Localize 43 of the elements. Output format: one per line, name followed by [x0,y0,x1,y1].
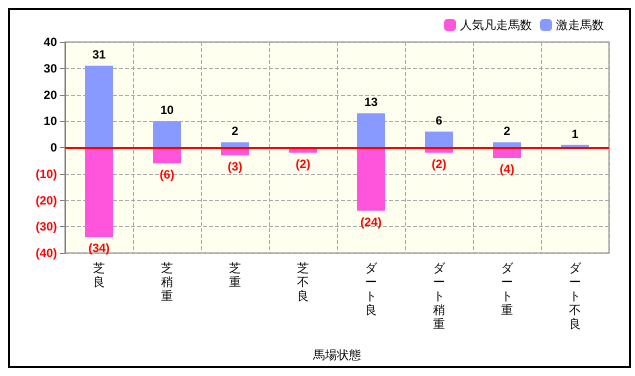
data-label: 13 [364,95,378,110]
y-tick-label: 20 [44,88,58,102]
x-tick-label: 芝稍重 [161,261,173,303]
y-tick-label: 0 [50,140,58,154]
data-label: 1 [572,126,579,141]
bar [425,132,453,148]
bar [357,148,385,211]
y-tick-label: (30) [36,220,57,234]
bar [153,148,181,164]
data-label: (34) [88,241,110,256]
data-label: (6) [160,167,174,182]
y-tick-label: (20) [36,193,57,208]
bar [221,142,249,148]
x-tick-label: ダート重 [501,261,514,317]
x-tick-label: 芝不良 [297,261,309,303]
y-tick-label: (40) [36,246,57,260]
bar [85,66,113,148]
x-tick-label: 芝良 [93,261,105,289]
legend-label: 激走馬数 [556,18,604,32]
data-label: 31 [92,48,106,62]
data-label: (3) [228,159,242,174]
y-tick-label: (10) [36,166,57,181]
x-tick-label: ダート不良 [569,261,582,331]
x-axis-title: 馬場状態 [312,348,361,362]
data-label: (2) [296,156,310,171]
data-label: (2) [432,156,446,171]
x-tick-label: ダート良 [365,261,378,317]
bar [85,148,113,238]
y-tick-label: 30 [44,61,58,76]
x-tick-label: 芝重 [229,261,241,289]
data-label: (4) [500,162,514,176]
y-tick-label: 10 [44,114,58,128]
bar [357,113,385,148]
data-label: 6 [436,114,443,128]
bar [153,121,181,148]
data-label: 10 [160,103,174,118]
data-label: 2 [232,124,239,138]
y-tick-label: 40 [44,35,58,49]
data-label: 2 [504,124,511,138]
bar [493,142,521,148]
legend-label: 人気凡走馬数 [460,18,532,32]
data-label: (24) [360,214,382,229]
x-tick-label: ダート稍重 [433,261,446,331]
